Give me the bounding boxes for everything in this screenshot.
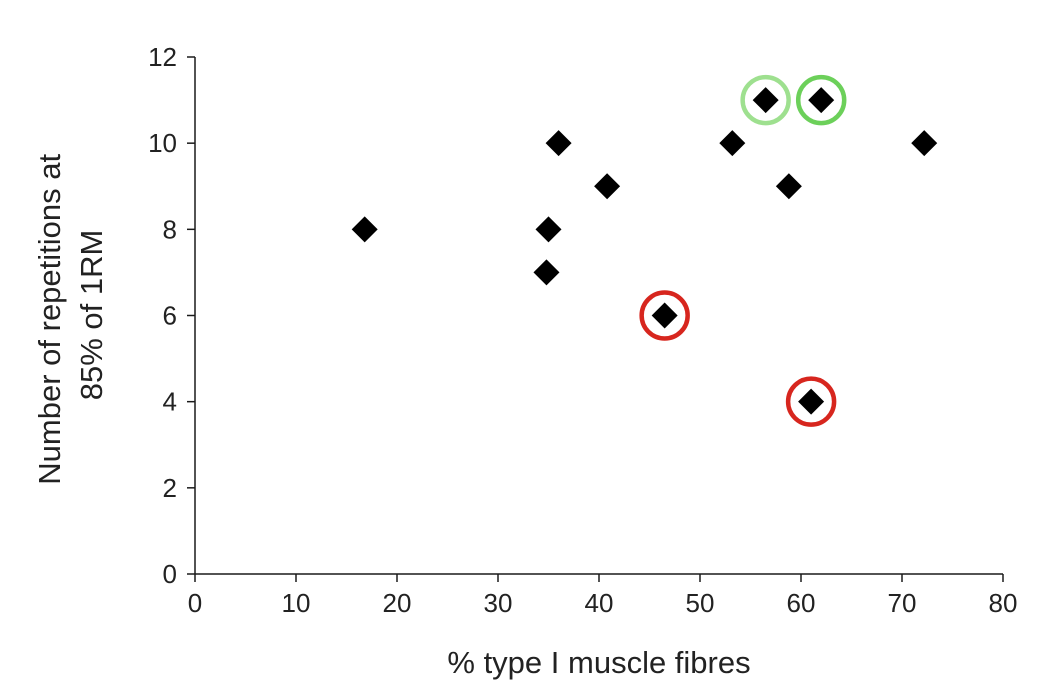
y-tick-label: 2 <box>163 473 177 503</box>
data-point <box>752 87 779 114</box>
y-axis-label-line-1: Number of repetitions at <box>32 154 67 485</box>
y-tick-label: 10 <box>148 128 177 158</box>
data-point <box>808 87 835 114</box>
y-axis-ticks: 0 2 4 6 8 10 12 <box>148 42 195 589</box>
highlight-ring <box>639 290 690 341</box>
y-tick-label: 8 <box>163 214 177 244</box>
data-point <box>775 173 802 200</box>
data-points <box>351 74 938 427</box>
data-point <box>798 388 825 415</box>
data-point <box>911 130 938 157</box>
y-axis-label-line-2: 85% of 1RM <box>74 230 109 401</box>
data-point <box>651 302 678 329</box>
data-point <box>545 130 572 157</box>
x-tick-label: 80 <box>989 588 1018 618</box>
x-tick-label: 0 <box>188 588 202 618</box>
highlight-ring <box>795 74 847 126</box>
data-point <box>594 173 621 200</box>
y-tick-label: 6 <box>163 301 177 331</box>
y-tick-label: 4 <box>163 387 177 417</box>
x-tick-label: 20 <box>383 588 412 618</box>
data-point <box>533 259 560 286</box>
x-tick-label: 70 <box>888 588 917 618</box>
x-tick-label: 10 <box>282 588 311 618</box>
data-point <box>719 130 746 157</box>
x-tick-label: 40 <box>585 588 614 618</box>
x-tick-label: 60 <box>787 588 816 618</box>
highlight-ring <box>785 376 837 427</box>
x-tick-label: 50 <box>686 588 715 618</box>
x-axis-ticks: 0 10 20 30 40 50 60 70 80 <box>188 574 1018 618</box>
x-axis-label: % type I muscle fibres <box>447 645 750 680</box>
data-point <box>351 216 378 243</box>
x-tick-label: 30 <box>484 588 513 618</box>
y-tick-label: 0 <box>163 559 177 589</box>
highlight-ring <box>740 74 791 126</box>
data-point <box>535 216 562 243</box>
y-axis-label: Number of repetitions at 85% of 1RM <box>32 145 109 484</box>
axes <box>194 57 1003 575</box>
y-tick-label: 12 <box>148 42 177 72</box>
